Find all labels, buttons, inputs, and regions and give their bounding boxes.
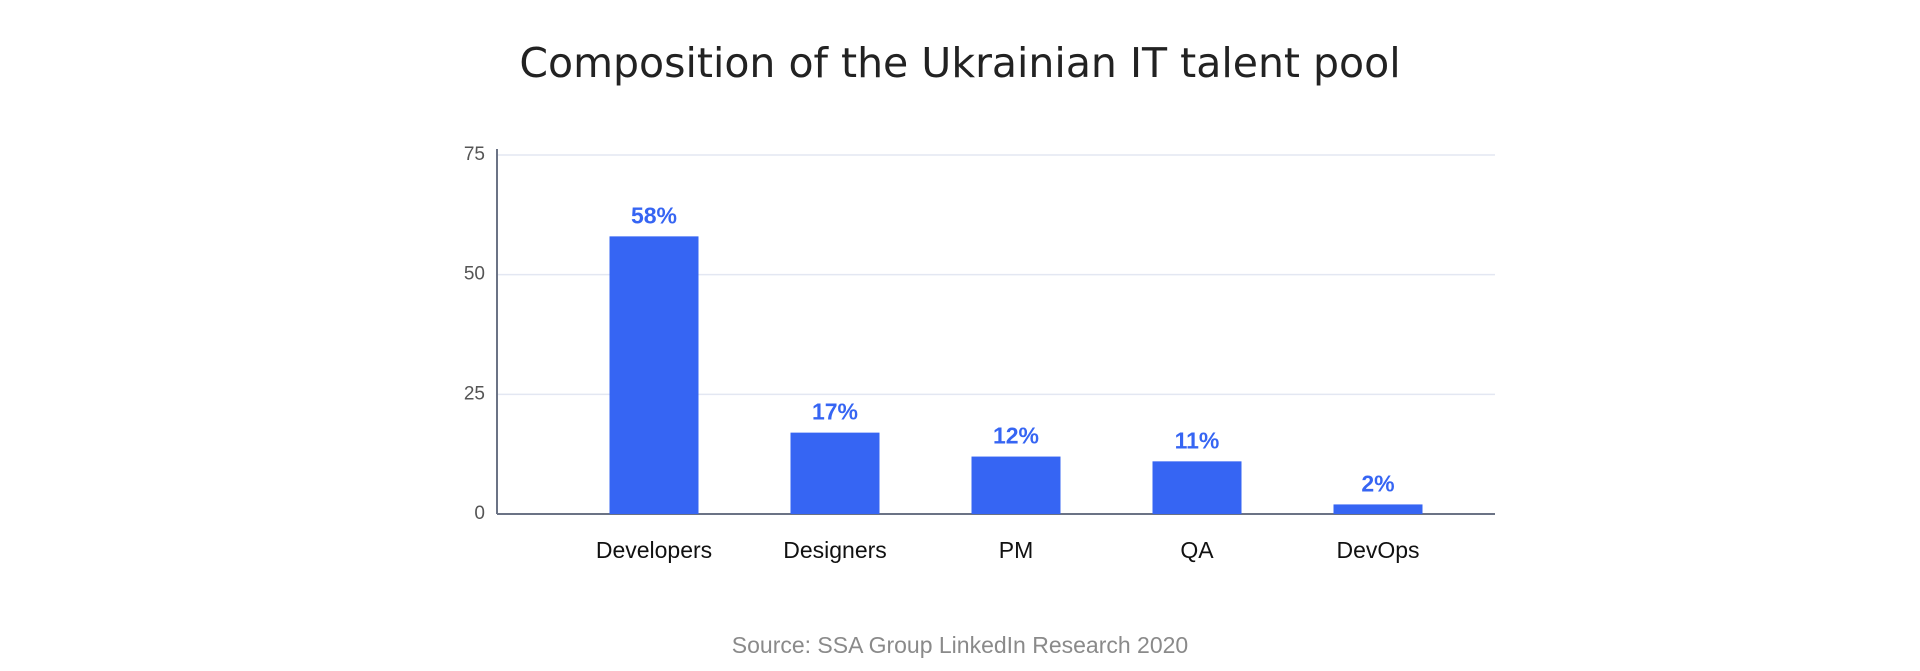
x-tick-label: Designers — [783, 537, 887, 563]
chart-title: Composition of the Ukrainian IT talent p… — [519, 39, 1400, 87]
x-tick-label: DevOps — [1336, 537, 1419, 563]
x-tick-label: PM — [999, 537, 1034, 563]
value-label: 11% — [1175, 427, 1220, 453]
value-label: 17% — [812, 399, 858, 425]
y-tick-label: 0 — [474, 503, 485, 524]
value-label: 2% — [1361, 471, 1394, 497]
source-note: Source: SSA Group LinkedIn Research 2020 — [732, 632, 1188, 658]
bar — [1152, 461, 1242, 514]
bar — [971, 456, 1061, 514]
y-tick-label: 75 — [464, 144, 485, 165]
value-label: 12% — [993, 423, 1039, 449]
value-label: 58% — [631, 202, 677, 228]
x-tick-label: Developers — [596, 537, 712, 563]
bar — [1333, 504, 1423, 514]
y-tick-label: 50 — [464, 264, 485, 285]
x-tick-label: QA — [1180, 537, 1214, 563]
y-tick-label: 25 — [464, 383, 485, 404]
bar — [609, 236, 699, 514]
bar — [790, 432, 880, 514]
